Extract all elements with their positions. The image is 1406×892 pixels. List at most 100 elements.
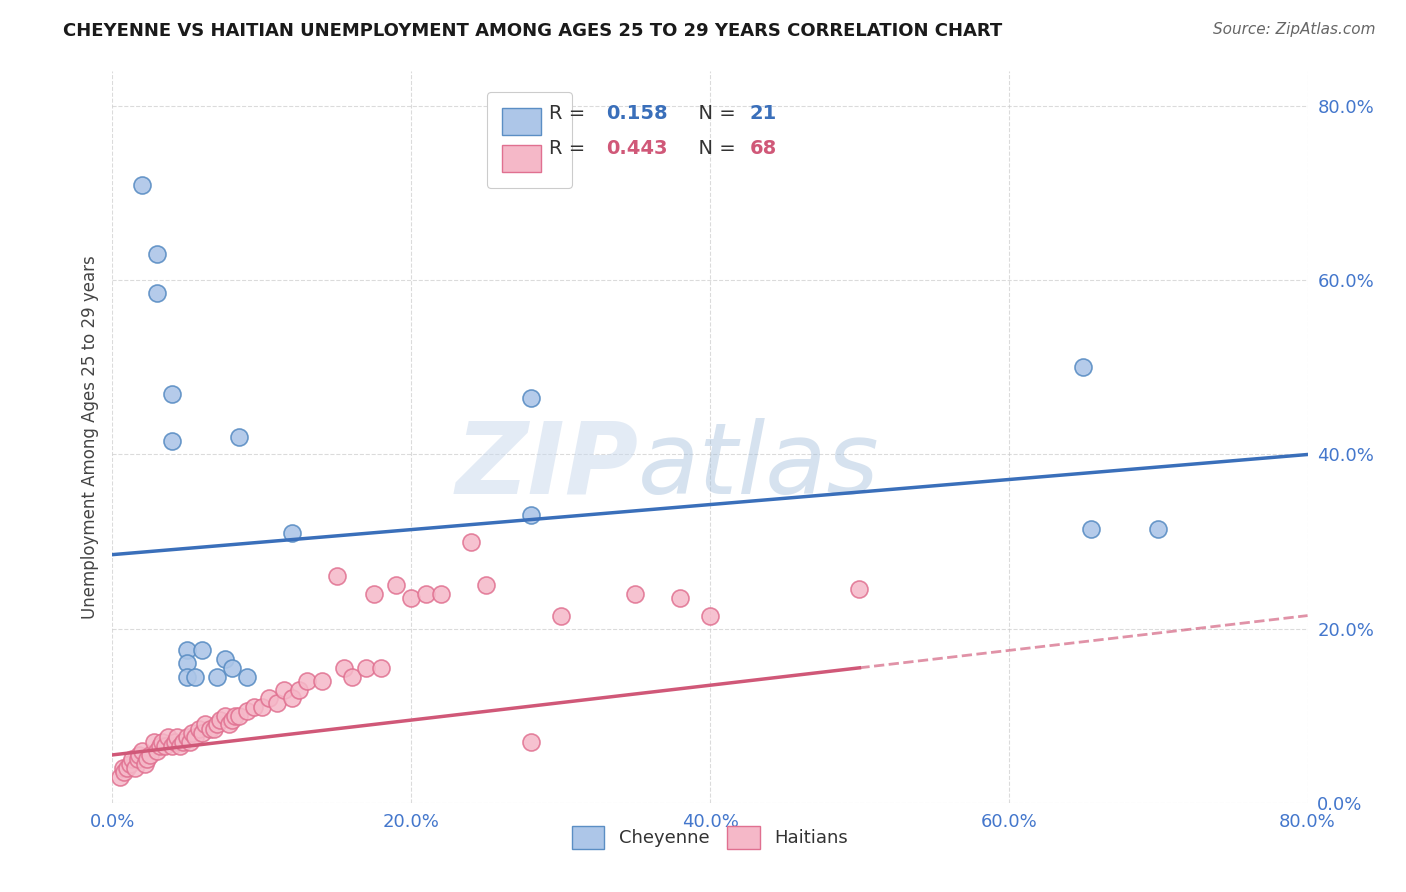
- Point: [475, 578, 498, 592]
- Point: [295, 673, 318, 688]
- Text: Source: ZipAtlas.com: Source: ZipAtlas.com: [1212, 22, 1375, 37]
- Point: [221, 713, 243, 727]
- Point: [166, 731, 188, 745]
- Point: [120, 756, 142, 771]
- Point: [134, 756, 156, 771]
- Point: [108, 770, 131, 784]
- Text: 21: 21: [749, 104, 776, 123]
- Point: [550, 608, 572, 623]
- Point: [188, 722, 211, 736]
- Point: [183, 731, 205, 745]
- Point: [259, 691, 281, 706]
- Text: 68: 68: [749, 138, 776, 158]
- Point: [520, 391, 543, 405]
- Point: [415, 587, 437, 601]
- Point: [162, 434, 183, 449]
- Point: [669, 591, 692, 606]
- Point: [156, 731, 179, 745]
- Point: [121, 752, 143, 766]
- Point: [520, 735, 543, 749]
- Point: [281, 525, 304, 540]
- Point: [221, 661, 243, 675]
- Point: [281, 691, 304, 706]
- Text: 0.443: 0.443: [606, 138, 668, 158]
- Point: [401, 591, 423, 606]
- Point: [333, 661, 356, 675]
- Point: [205, 717, 228, 731]
- Point: [162, 386, 183, 401]
- Text: atlas: atlas: [638, 417, 880, 515]
- Point: [370, 661, 392, 675]
- Point: [205, 669, 228, 683]
- Point: [214, 708, 236, 723]
- Point: [218, 717, 240, 731]
- Point: [179, 735, 201, 749]
- Text: R =: R =: [548, 104, 591, 123]
- Point: [266, 696, 288, 710]
- Point: [150, 735, 173, 749]
- Point: [202, 722, 225, 736]
- Point: [117, 761, 139, 775]
- Point: [162, 739, 183, 754]
- Point: [1080, 521, 1102, 535]
- Point: [194, 717, 217, 731]
- Point: [214, 652, 236, 666]
- Point: [143, 735, 166, 749]
- Point: [176, 643, 198, 657]
- Point: [209, 713, 232, 727]
- Point: [111, 761, 134, 775]
- Point: [311, 673, 333, 688]
- Point: [128, 747, 150, 762]
- Point: [460, 534, 482, 549]
- Point: [176, 669, 198, 683]
- Point: [624, 587, 647, 601]
- Text: R =: R =: [548, 138, 591, 158]
- Point: [135, 752, 157, 766]
- Text: ZIP: ZIP: [456, 417, 638, 515]
- Point: [699, 608, 721, 623]
- Point: [183, 669, 205, 683]
- Text: 0.158: 0.158: [606, 104, 668, 123]
- Point: [146, 286, 169, 301]
- Point: [363, 587, 385, 601]
- Point: [198, 722, 221, 736]
- Point: [169, 739, 191, 754]
- Point: [176, 731, 198, 745]
- Point: [180, 726, 202, 740]
- Point: [273, 682, 295, 697]
- Point: [127, 752, 149, 766]
- Point: [228, 430, 250, 444]
- Text: N =: N =: [686, 138, 742, 158]
- Point: [325, 569, 347, 583]
- Point: [124, 761, 146, 775]
- Point: [139, 747, 162, 762]
- Point: [236, 705, 259, 719]
- Point: [250, 700, 273, 714]
- Point: [430, 587, 453, 601]
- Point: [131, 178, 153, 192]
- Text: N =: N =: [686, 104, 742, 123]
- Point: [165, 735, 187, 749]
- Y-axis label: Unemployment Among Ages 25 to 29 years: Unemployment Among Ages 25 to 29 years: [80, 255, 98, 619]
- Point: [520, 508, 543, 523]
- Point: [172, 735, 194, 749]
- Point: [146, 743, 169, 757]
- Point: [131, 743, 153, 757]
- Point: [114, 765, 135, 780]
- Point: [243, 700, 266, 714]
- Point: [228, 708, 250, 723]
- Point: [191, 643, 214, 657]
- Point: [176, 657, 198, 671]
- Point: [153, 739, 176, 754]
- Point: [356, 661, 378, 675]
- Text: CHEYENNE VS HAITIAN UNEMPLOYMENT AMONG AGES 25 TO 29 YEARS CORRELATION CHART: CHEYENNE VS HAITIAN UNEMPLOYMENT AMONG A…: [63, 22, 1002, 40]
- Point: [191, 726, 214, 740]
- Point: [224, 708, 246, 723]
- Point: [149, 739, 172, 754]
- Point: [385, 578, 408, 592]
- Legend: Cheyenne, Haitians: Cheyenne, Haitians: [565, 818, 855, 856]
- Point: [236, 669, 259, 683]
- Point: [288, 682, 311, 697]
- Point: [340, 669, 363, 683]
- Point: [1073, 360, 1095, 375]
